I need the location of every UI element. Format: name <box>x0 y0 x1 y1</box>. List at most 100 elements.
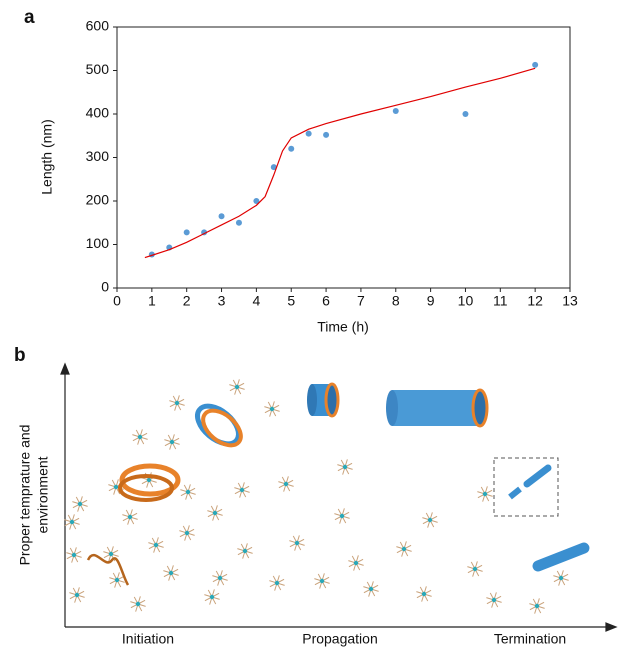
tube <box>392 390 480 426</box>
tube-end <box>471 388 489 428</box>
diagram-axes <box>60 362 618 632</box>
x-tick-label: 11 <box>493 293 508 309</box>
x-tick-label: 10 <box>458 293 474 309</box>
x-tick-label: 9 <box>427 293 435 309</box>
micelle-core <box>146 477 152 483</box>
panel-label: a <box>24 7 35 28</box>
x-tick-label: 8 <box>392 293 400 309</box>
micelle-core <box>74 592 80 598</box>
micelle-core <box>168 570 174 576</box>
y-axis-label-line: Proper temprature and <box>17 425 33 566</box>
micelle-core <box>353 560 359 566</box>
y-tick-label: 200 <box>86 192 110 208</box>
micelle-core <box>209 594 215 600</box>
micelle-core <box>153 542 159 548</box>
micelle-core <box>319 578 325 584</box>
micelle-core <box>77 501 83 507</box>
micelle-core <box>137 434 143 440</box>
data-point <box>253 198 260 204</box>
inset-box <box>493 457 559 517</box>
data-point <box>323 131 330 138</box>
x-tick-label: 2 <box>183 293 191 309</box>
micelle-core <box>491 597 497 603</box>
x-tick-label: 0 <box>113 293 121 309</box>
micelle-core <box>558 575 564 581</box>
y-tick-label: 500 <box>86 61 110 77</box>
y-tick-label: 600 <box>86 18 110 34</box>
x-tick-label: 12 <box>527 293 543 309</box>
panel-label: b <box>14 345 26 366</box>
micelle-core <box>169 439 175 445</box>
data-point <box>462 111 469 117</box>
y-tick-label: 300 <box>86 148 110 164</box>
tube-end <box>386 390 398 426</box>
tube <box>523 464 552 488</box>
arrow-head <box>60 362 70 375</box>
micelle-core <box>368 586 374 592</box>
data-point <box>392 107 399 114</box>
micelle-core <box>342 464 348 470</box>
micelle-core <box>185 489 191 495</box>
micelle-core <box>108 551 114 557</box>
micelle-core <box>234 384 240 390</box>
fit-line <box>144 67 536 259</box>
micelle-core <box>482 491 488 497</box>
micelle-core <box>127 514 133 520</box>
micelle-core <box>113 484 119 490</box>
micelle-core <box>294 540 300 546</box>
x-axis-label: Time (h) <box>317 319 369 335</box>
data-point <box>305 130 312 137</box>
plot-frame <box>116 26 571 289</box>
data-point <box>183 229 190 236</box>
tube-end <box>324 382 340 418</box>
ring <box>118 474 174 502</box>
stage-label: Termination <box>494 631 566 647</box>
x-tick-label: 4 <box>252 293 260 309</box>
ring <box>119 463 181 497</box>
y-axis-label-line: environment <box>35 456 51 533</box>
micelle-core <box>71 552 77 558</box>
y-tick-label: 0 <box>101 279 109 295</box>
micelle-core <box>69 519 75 525</box>
micelle-core <box>339 513 345 519</box>
micelles <box>64 379 569 614</box>
data-point <box>270 164 277 171</box>
micelle-core <box>242 548 248 554</box>
x-tick-label: 3 <box>218 293 226 309</box>
micelle-core <box>401 546 407 552</box>
x-tick-label: 1 <box>148 293 156 309</box>
y-axis-label: Proper temprature and environment <box>17 425 51 566</box>
micelle-core <box>217 575 223 581</box>
micelle-core <box>534 603 540 609</box>
chain <box>86 553 130 586</box>
micelle-core <box>135 601 141 607</box>
micelle-core <box>174 400 180 406</box>
micelle-core <box>239 487 245 493</box>
micelle-core <box>283 481 289 487</box>
y-tick-label: 100 <box>86 235 110 251</box>
tube <box>508 486 522 500</box>
micelle-core <box>427 517 433 523</box>
stage-label: Initiation <box>122 631 174 647</box>
x-tick-label: 7 <box>357 293 365 309</box>
x-tick-label: 6 <box>322 293 330 309</box>
tube <box>532 542 590 572</box>
x-tick-label: 5 <box>287 293 295 309</box>
y-tick-label: 400 <box>86 105 110 121</box>
micelle-core <box>269 406 275 412</box>
data-point <box>288 145 295 152</box>
data-point <box>218 213 225 220</box>
micelle-core <box>212 510 218 516</box>
micelle-core <box>421 591 427 597</box>
y-axis-label: Length (nm) <box>39 119 55 194</box>
stage-label: Propagation <box>302 631 378 647</box>
structures <box>86 382 590 586</box>
ring <box>201 408 243 448</box>
tube-end <box>307 384 317 416</box>
micelle-core <box>472 566 478 572</box>
arrow-head <box>605 622 618 632</box>
x-tick-label: 13 <box>562 293 578 309</box>
micelle-core <box>114 577 120 583</box>
micelle-core <box>184 530 190 536</box>
